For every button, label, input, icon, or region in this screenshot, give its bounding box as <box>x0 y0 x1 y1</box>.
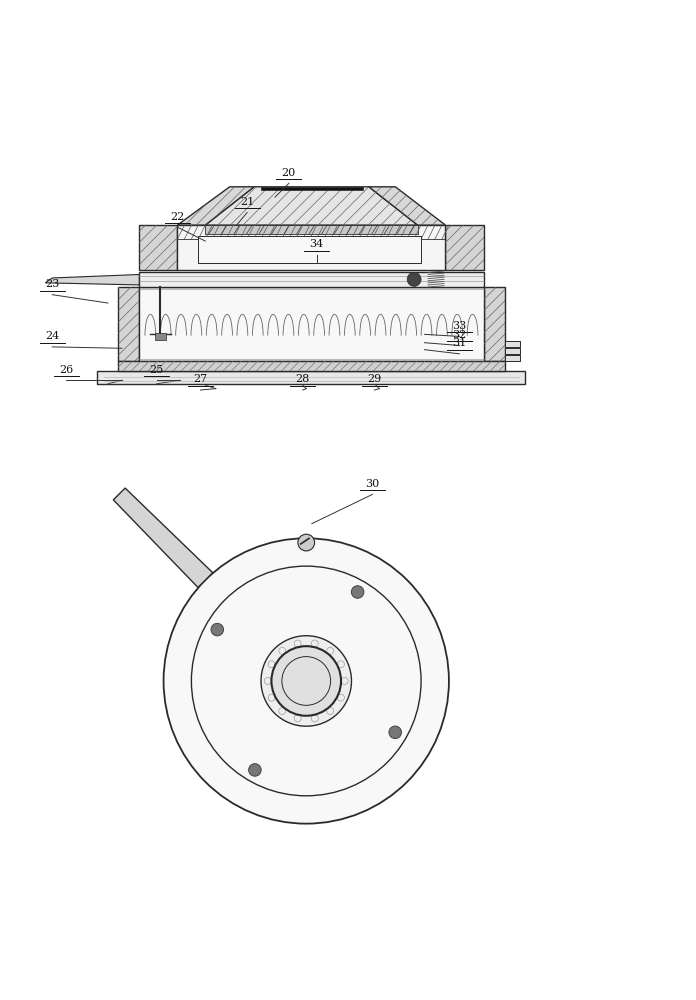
Text: 22: 22 <box>171 212 184 222</box>
Polygon shape <box>113 488 213 587</box>
Text: 23: 23 <box>45 279 59 289</box>
Bar <box>505 341 520 347</box>
Text: 28: 28 <box>296 374 310 384</box>
Bar <box>97 371 525 384</box>
Polygon shape <box>205 225 418 234</box>
Text: 20: 20 <box>282 168 296 178</box>
Polygon shape <box>118 361 505 371</box>
Polygon shape <box>139 225 177 270</box>
Polygon shape <box>484 287 505 361</box>
Bar <box>139 287 484 361</box>
Bar <box>155 333 166 340</box>
Bar <box>198 236 421 263</box>
Bar <box>505 348 520 354</box>
Polygon shape <box>205 187 418 225</box>
Text: 30: 30 <box>365 479 379 489</box>
Polygon shape <box>261 187 363 190</box>
Bar <box>139 272 484 287</box>
Circle shape <box>298 534 315 551</box>
Polygon shape <box>369 187 445 225</box>
Text: 27: 27 <box>193 374 207 384</box>
Bar <box>505 355 520 361</box>
Text: 26: 26 <box>59 365 73 375</box>
Bar <box>177 225 445 270</box>
Polygon shape <box>118 287 139 361</box>
Text: 24: 24 <box>45 331 59 341</box>
Circle shape <box>211 623 223 636</box>
Circle shape <box>351 586 364 598</box>
Circle shape <box>271 646 341 716</box>
Text: 34: 34 <box>310 239 324 249</box>
Text: 29: 29 <box>367 374 381 384</box>
Text: 25: 25 <box>150 365 164 375</box>
Text: 33: 33 <box>452 321 466 331</box>
Circle shape <box>261 636 351 726</box>
Text: 32: 32 <box>452 330 466 340</box>
Circle shape <box>407 272 421 286</box>
Circle shape <box>389 726 402 739</box>
Polygon shape <box>445 225 484 270</box>
Text: 31: 31 <box>452 338 466 348</box>
Text: 21: 21 <box>240 197 254 207</box>
Circle shape <box>164 538 449 824</box>
Polygon shape <box>177 187 254 225</box>
Polygon shape <box>45 274 139 285</box>
Circle shape <box>248 764 261 776</box>
